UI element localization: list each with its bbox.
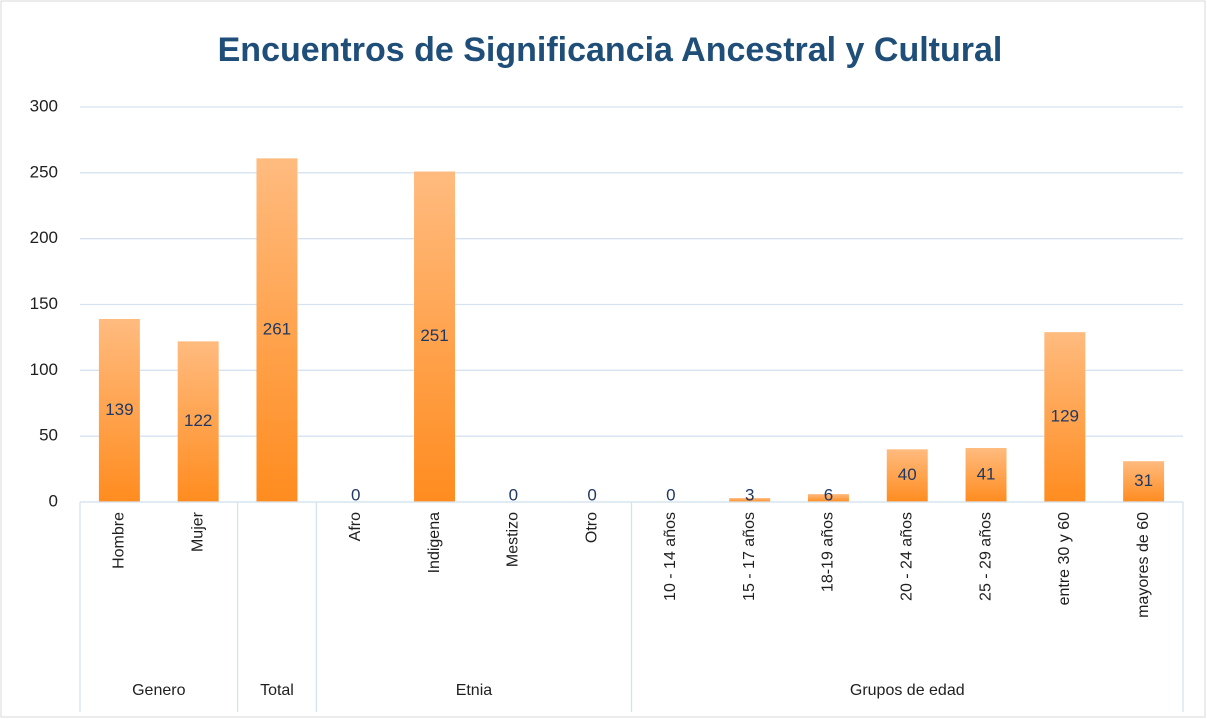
bar (256, 158, 298, 502)
x-tick-label: Otro (583, 512, 600, 543)
bar (1123, 461, 1165, 502)
x-tick-label: Hombre (111, 512, 128, 569)
x-tick-label: entre 30 y 60 (1056, 512, 1073, 606)
x-tick-label: 15 - 17 años (741, 512, 758, 601)
bar (965, 448, 1007, 502)
data-label: 31 (1134, 471, 1153, 490)
group-label: Etnia (456, 682, 493, 699)
chart-title: Encuentros de Significancia Ancestral y … (218, 31, 1003, 69)
data-label: 251 (420, 326, 448, 345)
x-tick-label: 20 - 24 años (898, 512, 915, 601)
data-label: 3 (745, 485, 754, 504)
data-label: 122 (184, 411, 212, 430)
data-label: 6 (824, 485, 833, 504)
x-tick-label: Afro (347, 512, 364, 541)
x-tick-label: mayores de 60 (1135, 512, 1152, 618)
data-label: 0 (666, 485, 675, 504)
data-label: 139 (105, 400, 133, 419)
group-label: Genero (132, 682, 185, 699)
group-label: Total (260, 682, 294, 699)
bar (729, 498, 771, 502)
x-tick-label: 18-19 años (820, 512, 837, 592)
bar (1044, 332, 1086, 502)
data-label: 40 (898, 465, 917, 484)
x-tick-label: 25 - 29 años (977, 512, 994, 601)
group-label: Grupos de edad (850, 682, 965, 699)
x-tick-label: Mestizo (505, 512, 522, 567)
y-tick-label: 300 (30, 96, 58, 115)
data-label: 41 (977, 464, 996, 483)
y-tick-label: 100 (30, 360, 58, 379)
data-label: 261 (263, 320, 291, 339)
bar (414, 171, 456, 502)
y-tick-label: 150 (30, 294, 58, 313)
data-label: 0 (587, 485, 596, 504)
y-tick-label: 200 (30, 228, 58, 247)
y-tick-label: 50 (39, 426, 58, 445)
x-tick-label: Indigena (426, 512, 443, 573)
data-label: 0 (509, 485, 518, 504)
data-label: 0 (351, 485, 360, 504)
y-tick-label: 0 (49, 491, 58, 510)
data-label: 129 (1051, 407, 1079, 426)
x-tick-label: Mujer (189, 511, 206, 552)
x-tick-label: 10 - 14 años (662, 512, 679, 601)
bar (886, 449, 928, 502)
y-tick-label: 250 (30, 162, 58, 181)
bar (98, 318, 140, 502)
bar (177, 341, 219, 502)
bar (807, 494, 849, 502)
